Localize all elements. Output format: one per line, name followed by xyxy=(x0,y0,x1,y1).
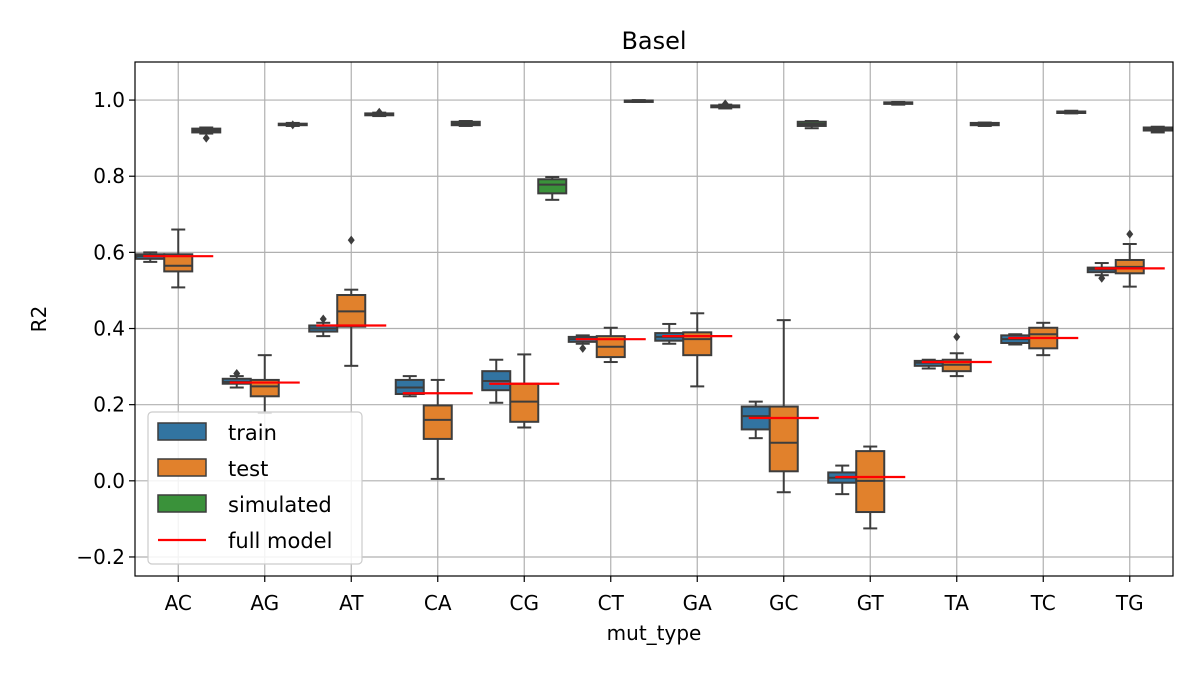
outlier-point xyxy=(347,235,355,245)
legend-swatch-test xyxy=(157,458,207,477)
legend-label: train xyxy=(228,421,277,445)
x-tick-label: TC xyxy=(1030,591,1056,615)
box-test-AC xyxy=(163,253,194,273)
x-axis-ticks: AC AG AT CA CG CT GA GC GT TA TC TG xyxy=(165,576,1144,615)
outlier-point xyxy=(953,332,961,342)
series-simulated xyxy=(191,99,1173,201)
legend-label: full model xyxy=(228,529,332,553)
chart-title: Basel xyxy=(621,27,686,55)
outlier-point xyxy=(289,120,297,130)
y-tick-label: 0.6 xyxy=(93,240,125,264)
box-test-CA xyxy=(422,404,453,440)
legend-label: test xyxy=(228,457,268,481)
full-model-lines xyxy=(143,255,1165,479)
legend: train test simulated full model xyxy=(147,411,363,565)
x-tick-label: GT xyxy=(857,591,885,615)
legend-label: simulated xyxy=(228,493,332,517)
outlier-point xyxy=(1126,229,1134,239)
box-simulated-CG xyxy=(537,178,568,195)
axes-frame xyxy=(134,61,1174,577)
x-tick-label: AT xyxy=(339,591,364,615)
box-test-GA xyxy=(682,331,713,357)
y-tick-label: 0.4 xyxy=(93,317,125,341)
y-tick-label: 0.2 xyxy=(93,393,125,417)
y-tick-label: 1.0 xyxy=(93,88,125,112)
x-tick-label: TG xyxy=(1115,591,1144,615)
box-test-AG xyxy=(249,378,280,398)
x-tick-label: GA xyxy=(683,591,712,615)
x-tick-label: TA xyxy=(944,591,970,615)
y-tick-label: 0.0 xyxy=(93,469,125,493)
box-test-GC xyxy=(768,405,799,473)
outlier-point xyxy=(375,107,383,117)
outlier-point xyxy=(233,368,241,378)
outlier-point xyxy=(202,133,210,143)
x-tick-label: AC xyxy=(165,591,192,615)
y-axis-ticks: −0.2 0.0 0.2 0.4 0.6 0.8 1.0 xyxy=(76,88,135,569)
x-tick-label: CT xyxy=(598,591,625,615)
outlier-point xyxy=(721,99,729,109)
y-tick-label: −0.2 xyxy=(76,545,125,569)
outlier-point xyxy=(579,343,587,353)
y-axis-title: R2 xyxy=(27,306,51,333)
x-tick-label: CA xyxy=(424,591,452,615)
x-tick-label: AG xyxy=(250,591,279,615)
box-test-CG xyxy=(509,382,540,423)
x-tick-label: CG xyxy=(510,591,539,615)
legend-swatch-simulated xyxy=(157,494,207,513)
outlier-point xyxy=(1098,273,1106,283)
x-axis-title: mut_type xyxy=(607,621,702,645)
y-tick-label: 0.8 xyxy=(93,164,125,188)
x-tick-label: GC xyxy=(769,591,798,615)
legend-swatch-train xyxy=(157,422,207,441)
plot-marks xyxy=(135,99,1173,530)
outlier-point xyxy=(319,314,327,324)
legend-box xyxy=(147,411,363,565)
